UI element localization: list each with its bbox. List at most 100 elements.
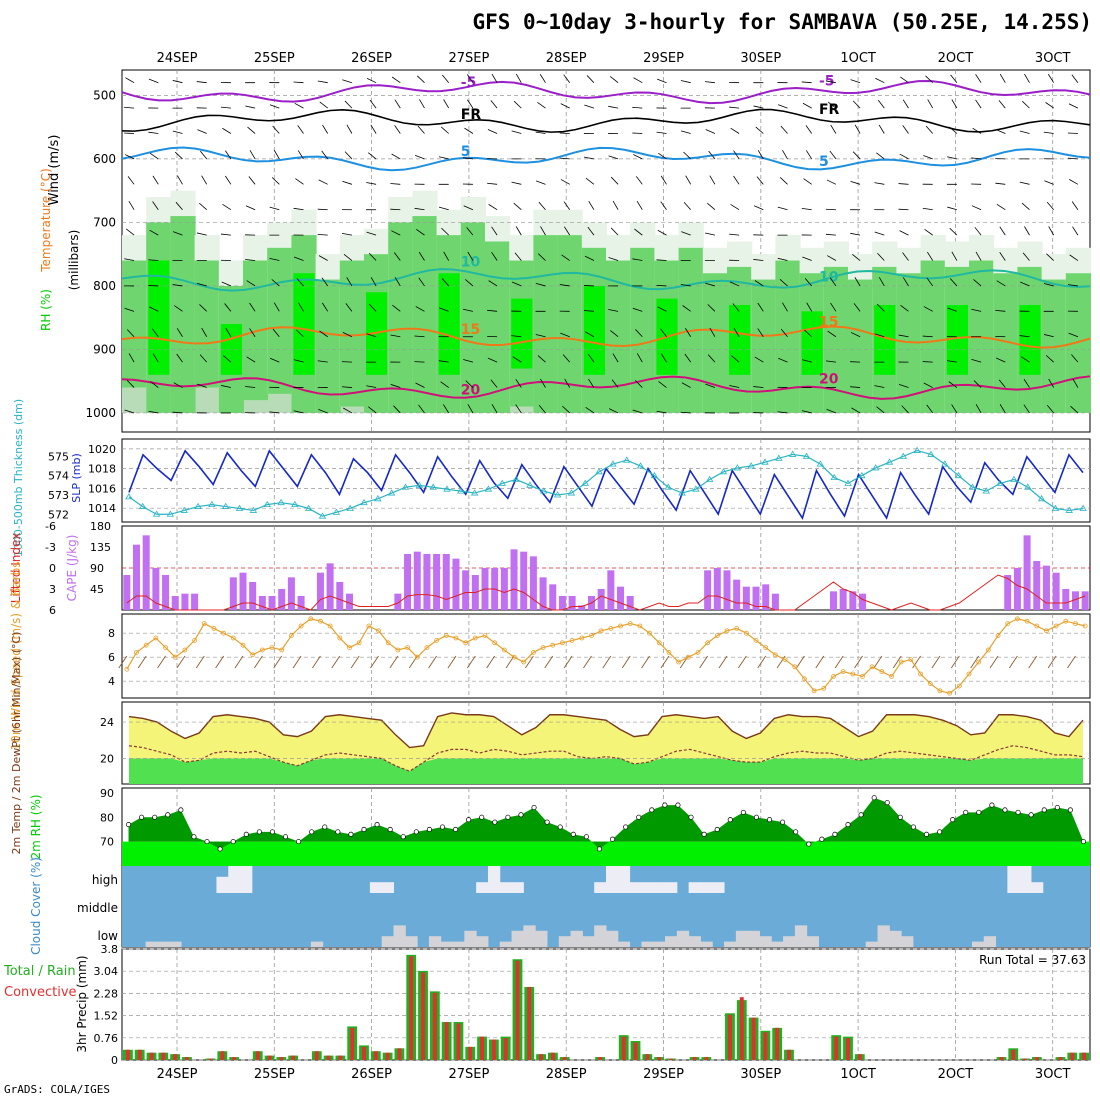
wind-barb (754, 356, 764, 363)
rh-point (466, 817, 472, 823)
chart-title: GFS 0~10day 3-hourly for SAMBAVA (50.25E… (472, 10, 1092, 34)
wind-speed-point (685, 654, 691, 660)
cloud-low-bar (606, 930, 619, 947)
wind-barb (854, 277, 861, 287)
cloud-level-label: middle (77, 901, 118, 915)
wind-barb (656, 131, 667, 134)
cloud-low-bar (794, 925, 808, 947)
wind-barb (583, 156, 594, 160)
wind-barb (877, 99, 885, 109)
precip-convective-bar (503, 1038, 508, 1060)
wind-barb (656, 284, 667, 287)
wind-barb (757, 302, 764, 312)
wind-barb (344, 151, 353, 160)
thickness-point (540, 487, 548, 494)
wind-barb (876, 406, 885, 414)
wind-barb (222, 127, 232, 134)
wind-10m-barb (408, 655, 418, 669)
wind-barb (414, 361, 425, 363)
rh-point (1067, 807, 1073, 813)
wind-barb (368, 253, 377, 261)
cloud-high-bar (629, 882, 642, 893)
wind-barb (124, 409, 135, 414)
wind-barb (343, 407, 353, 414)
wind-barb (124, 106, 135, 109)
wind-speed-point (143, 642, 149, 648)
wind-barb (729, 385, 740, 388)
wind-barb (293, 359, 304, 363)
slp-tick-label: 1018 (88, 463, 116, 476)
wind-barb (366, 182, 377, 185)
wind-speed-point (347, 645, 352, 650)
wind-barb (172, 130, 183, 134)
rh-point (963, 809, 969, 815)
rh-point (296, 839, 302, 845)
wind-barb (225, 175, 232, 185)
cape-bar (326, 563, 334, 610)
rh-point (191, 834, 197, 840)
wind-speed-point (937, 688, 943, 694)
wind-barb (922, 335, 933, 338)
wind-barb (488, 280, 498, 287)
wind-barb (634, 228, 643, 236)
isotherm-label: 15 (461, 322, 480, 338)
cape-bar (520, 551, 528, 610)
wind-barb (173, 231, 183, 236)
wind-barb (152, 353, 159, 363)
wind-barb (632, 258, 643, 261)
wind-10m-barb (931, 655, 941, 669)
wind-speed-point (579, 635, 585, 641)
wind-barb (949, 278, 958, 287)
rh-point (950, 817, 956, 823)
run-total-label: Run Total = 37.63 (979, 953, 1086, 967)
rh-point (152, 814, 158, 820)
wind-barb (924, 228, 933, 236)
rh-shading-green (1065, 273, 1091, 413)
wind-speed-point (947, 690, 953, 696)
precip-convective-bar (362, 1046, 366, 1060)
wind-barb (585, 177, 595, 185)
wind-barb (660, 353, 667, 363)
cape-bar (617, 586, 625, 610)
wind-barb (999, 404, 1006, 414)
isotherm-label: FR (461, 107, 482, 123)
rh-point (518, 812, 524, 818)
wind-barb (174, 151, 183, 160)
wind-speed-point (211, 626, 217, 631)
wind-barb (415, 306, 425, 312)
rh-point (217, 846, 223, 852)
wind-barb (685, 328, 692, 337)
wind-speed-point (395, 647, 401, 653)
wind-barb (319, 101, 328, 109)
slp-tick-label: 1014 (88, 502, 116, 515)
rh-point (623, 824, 629, 830)
wind-speed-point (676, 659, 681, 665)
cape-bar (733, 579, 741, 610)
cape-bar (529, 556, 537, 610)
wind-barb (801, 410, 812, 414)
wind-speed-point (308, 616, 314, 622)
wind-barb (511, 281, 522, 287)
wind-barb (922, 361, 933, 363)
wind-barb (487, 129, 498, 134)
thickness-point (954, 471, 963, 479)
wind-barb (443, 251, 450, 261)
wind-barb (926, 404, 934, 414)
cloud-high-bar (240, 866, 253, 893)
precip-convective-bar (232, 1057, 237, 1060)
wind-10m-barb (1047, 655, 1057, 669)
top-date-label: 1OCT (840, 51, 876, 66)
wind-barb (608, 155, 619, 160)
wind-speed-point (463, 640, 469, 646)
precip-legend-total: Total / Rain (3, 964, 76, 979)
wind-speed-point (201, 621, 207, 626)
cloud-high-bar (476, 882, 489, 893)
wind-barb (608, 309, 619, 312)
wind-10m-barb (525, 655, 534, 669)
wind-barb (464, 127, 474, 134)
wind-barb (801, 359, 812, 363)
wind-speed-point (695, 650, 701, 655)
wind-barb (656, 259, 667, 261)
wind-barb (949, 227, 958, 236)
wind-speed-point (240, 642, 246, 648)
